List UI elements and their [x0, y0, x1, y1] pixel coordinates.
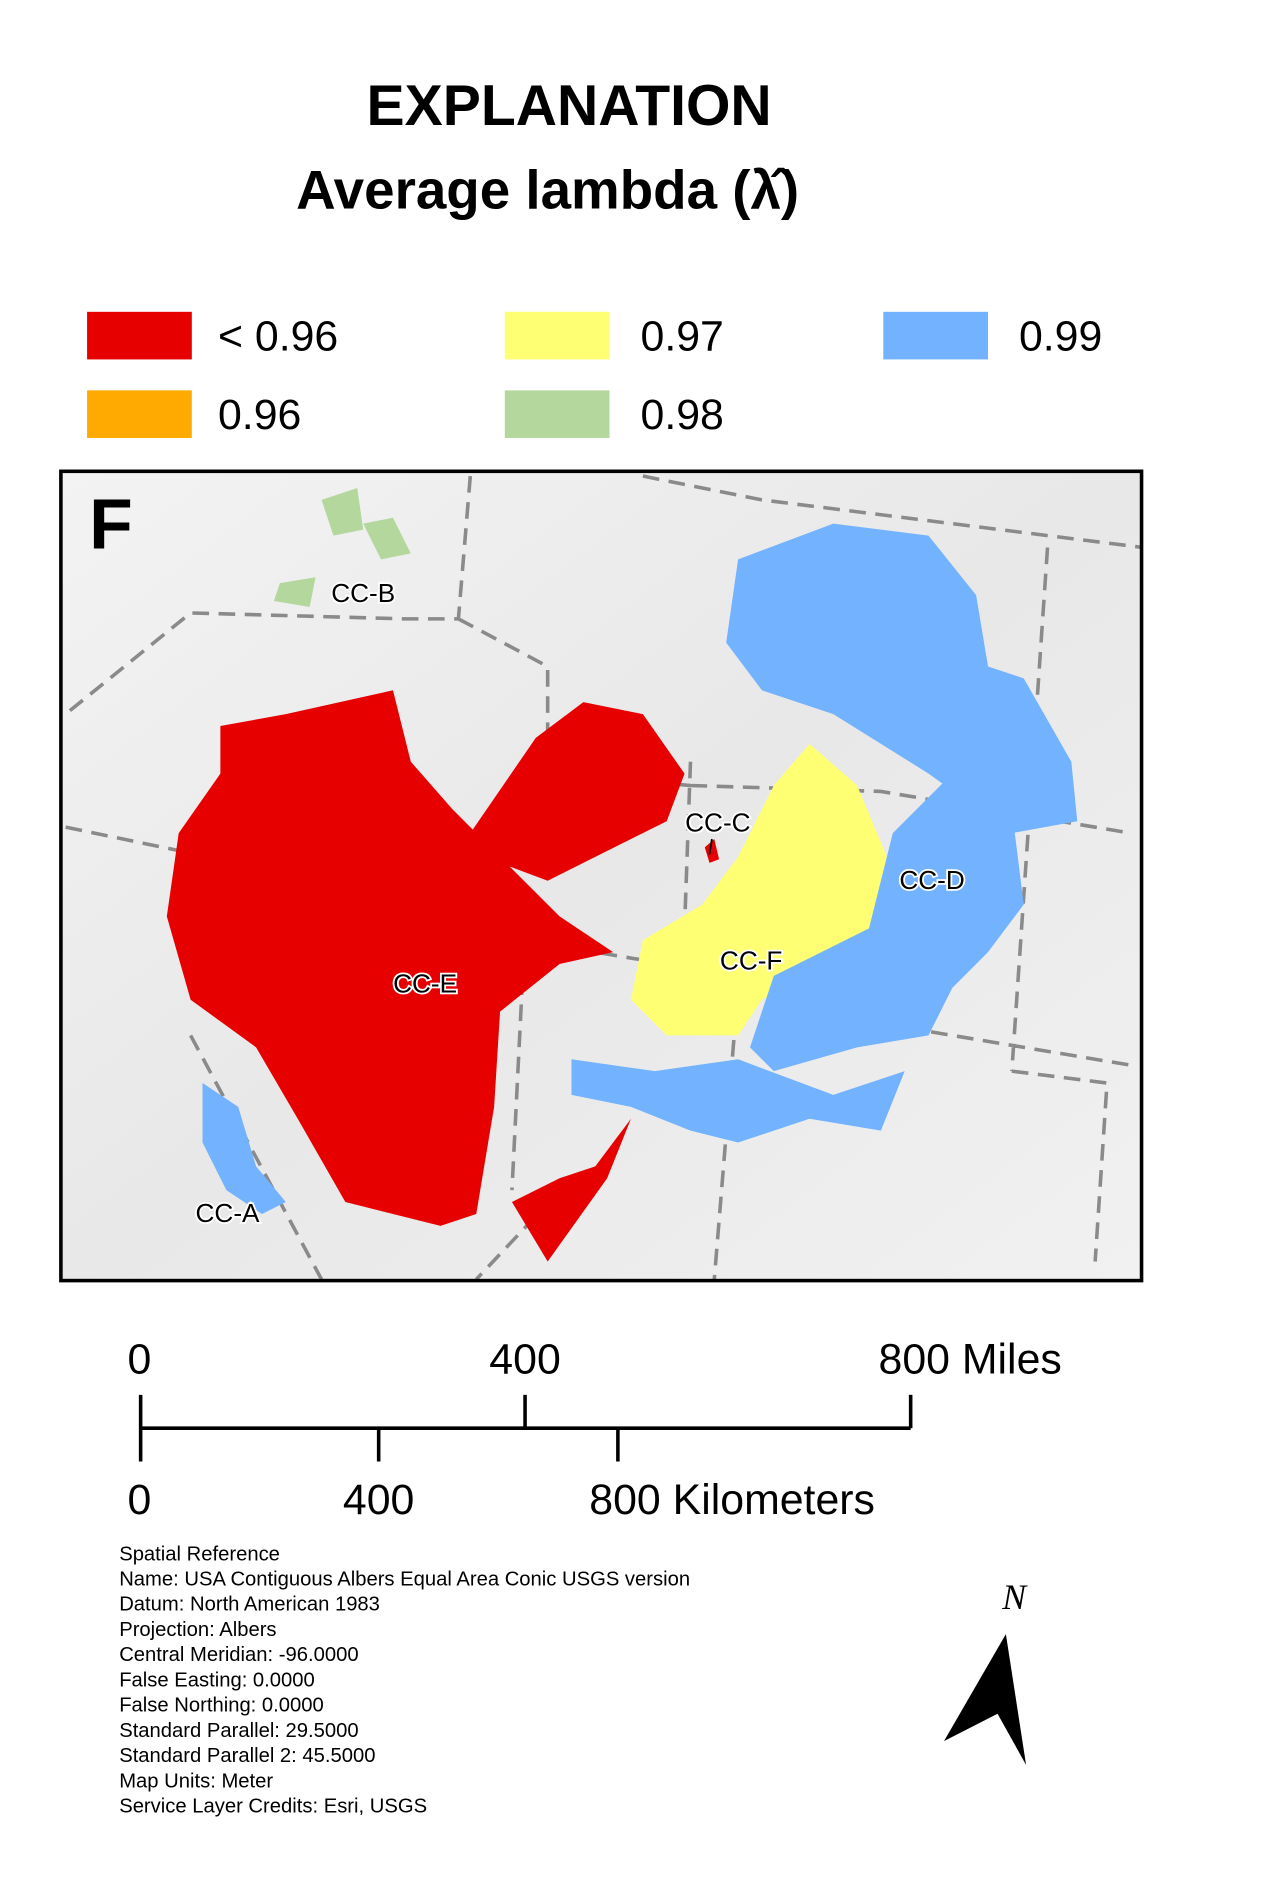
legend-label: 0.98 — [641, 391, 724, 439]
spatial-reference-line: Projection: Albers — [119, 1619, 276, 1641]
spatial-reference-line: Standard Parallel: 29.5000 — [119, 1720, 358, 1742]
panel-label: F — [89, 484, 133, 564]
region-red — [511, 1118, 631, 1262]
region-blue — [571, 1059, 905, 1143]
region-ccE — [166, 690, 614, 1226]
region-blue — [726, 523, 1078, 834]
region-red — [470, 702, 685, 881]
region-ccB — [273, 577, 316, 607]
spatial-reference-line: False Easting: 0.0000 — [119, 1669, 315, 1691]
region-ccC — [704, 839, 720, 863]
spatial-reference-line: Name: USA Contiguous Albers Equal Area C… — [119, 1569, 690, 1591]
spatial-reference-line: Spatial Reference — [119, 1543, 280, 1565]
subtitle: Average lambda (λ̂) — [296, 158, 799, 220]
scale-label: 400 — [343, 1476, 414, 1524]
region-label: CC-D — [899, 865, 964, 895]
region-label: CC-A — [196, 1198, 261, 1228]
legend-label: 0.99 — [1019, 313, 1102, 361]
region-label: CC-E — [393, 968, 457, 998]
legend-swatch — [504, 390, 610, 438]
legend-label: 0.97 — [641, 313, 724, 361]
spatial-reference-line: False Northing: 0.0000 — [119, 1695, 324, 1717]
scale-label: 800 Kilometers — [589, 1476, 875, 1524]
spatial-reference-line: Standard Parallel 2: 45.5000 — [119, 1745, 375, 1767]
scale-label: 400 — [489, 1335, 560, 1383]
legend: < 0.96 0.96 0.97 0.98 0.99 — [87, 311, 1102, 439]
spatial-reference-line: Map Units: Meter — [119, 1770, 273, 1792]
legend-swatch — [883, 311, 989, 360]
region-label: CC-C — [685, 808, 750, 838]
spatial-reference-line: Datum: North American 1983 — [119, 1594, 380, 1616]
region-ccA — [202, 1083, 286, 1214]
spatial-reference-line: Central Meridian: -96.0000 — [119, 1644, 358, 1666]
north-arrow — [943, 1634, 1027, 1765]
legend-swatch — [504, 311, 610, 360]
leader-line — [708, 838, 713, 855]
map-frame — [59, 469, 1144, 1283]
spatial-reference-line: Service Layer Credits: Esri, USGS — [119, 1796, 427, 1818]
region-ccD — [749, 773, 1024, 1072]
spatial-reference: Spatial Reference Name: USA Contiguous Al… — [119, 1543, 690, 1817]
legend-label: 0.96 — [218, 391, 301, 439]
region-label: CC-B — [331, 578, 395, 608]
scale-label: 0 — [128, 1335, 152, 1383]
scale-bar — [138, 1394, 913, 1462]
legend-swatch — [87, 390, 192, 438]
region-ccB — [363, 517, 411, 560]
region-ccB — [321, 487, 364, 536]
scale-label: 800 Miles — [879, 1335, 1062, 1383]
legend-label: < 0.96 — [218, 313, 338, 361]
region-label: CC-F — [720, 946, 783, 976]
title: EXPLANATION — [367, 74, 772, 138]
legend-swatch — [87, 311, 192, 360]
scale-label: 0 — [128, 1476, 152, 1524]
map: F CC-A CC-B CC-C CC-D CC-E CC-F — [62, 471, 1141, 1280]
north-label: N — [1001, 1577, 1028, 1617]
